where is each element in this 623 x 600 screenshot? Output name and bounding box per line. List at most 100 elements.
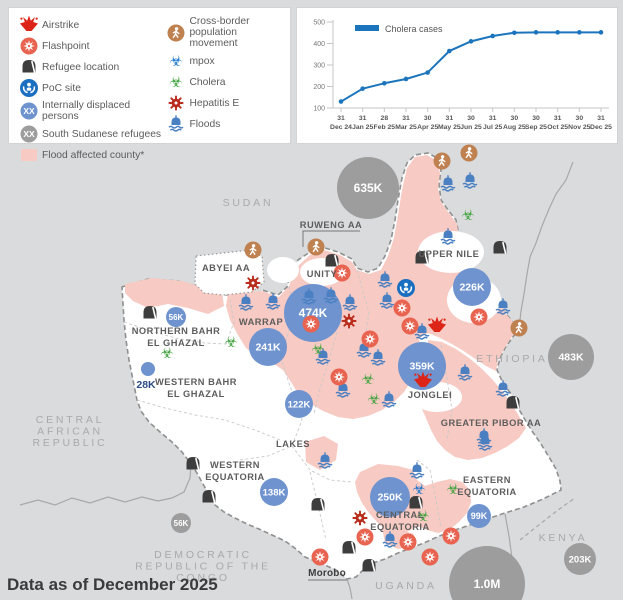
legend-column-left: Airstrike Flashpoint Refugee location PoC s… — [19, 16, 166, 167]
idp-bubble: 138K — [260, 478, 288, 506]
legend-item-label: Floods — [189, 118, 221, 130]
y-tick-label: 200 — [313, 84, 325, 91]
cross-border-icon — [459, 143, 479, 163]
data-point — [577, 30, 582, 35]
x-tick-month: Dec 24 — [330, 124, 352, 131]
state-label: RUWENG AA — [300, 220, 363, 230]
y-tick-label: 300 — [313, 63, 325, 70]
x-tick-month: May 25 — [438, 124, 461, 131]
data-point — [403, 76, 409, 82]
map-labels: SUDAN ETHIOPIA KENYA UGANDA CENTRAL AFRICAN RE… — [33, 197, 588, 592]
legend-item-floods: Floods — [166, 115, 284, 133]
map-legend: Airstrike Flashpoint Refugee location PoC s… — [8, 7, 291, 161]
population-bubbles: 635K 483K 203K 1.0M 56K 474K 241K 359K 226K 250K 1… — [136, 157, 596, 600]
x-tick-day: 31 — [337, 115, 345, 122]
legend-item-ss-refugees: South Sudanese refugees — [19, 125, 166, 143]
svg-text:359K: 359K — [409, 361, 435, 373]
x-tick-month: Jan 25 — [352, 124, 373, 131]
flashpoint-icon — [470, 308, 488, 326]
cross-border-icon — [243, 240, 263, 260]
cholera-icon — [311, 341, 325, 359]
country-label: ETHIOPIA — [476, 353, 547, 365]
state-label: UNITY — [307, 269, 338, 279]
place-label: Morobo — [308, 568, 346, 579]
cholera-icon — [367, 391, 381, 409]
cholera-icon — [224, 334, 238, 352]
country-label: CENTRAL AFRICAN REPUBLIC — [33, 414, 108, 449]
data-point — [425, 70, 430, 75]
idp-bubble: 359K — [398, 342, 446, 390]
refugee-bubble: 203K — [564, 543, 596, 575]
refugee-location-icon — [361, 558, 377, 573]
cholera-icon — [461, 207, 475, 225]
refugee-bubble: 483K — [548, 334, 594, 380]
refugee-location-icon — [341, 540, 357, 555]
flashpoint-icon — [330, 368, 348, 386]
data-point — [512, 30, 517, 36]
x-tick-month: Nov 25 — [568, 124, 591, 131]
legend-item-label: South Sudanese refugees — [42, 128, 162, 140]
legend-item-poc-site: PoC site — [19, 79, 166, 97]
flashpoint-icon — [20, 37, 38, 55]
legend-item-label: mpox — [189, 55, 215, 67]
legend-item-label: Hepatitis E — [189, 97, 240, 109]
svg-text:99K: 99K — [471, 511, 488, 521]
flashpoint-icon — [311, 548, 329, 566]
x-tick-day: 28 — [381, 115, 389, 122]
cholera-icon — [169, 74, 184, 91]
cholera-icon — [361, 371, 375, 389]
x-tick-day: 31 — [554, 115, 562, 122]
legend-item-label: Cross-border population movement — [189, 16, 250, 49]
legend-item-hepatitis-e: Hepatitis E — [166, 94, 284, 112]
idp-bubble: 56K — [166, 307, 186, 327]
legend-column-right: Cross-border population movement mpox Chol… — [166, 16, 284, 167]
state-label: CENTRAL EQUATORIA — [370, 510, 429, 532]
data-as-of-note: Data as of December 2025 — [7, 575, 218, 594]
svg-text:635K: 635K — [354, 181, 383, 195]
floods-icon — [168, 115, 185, 132]
mpox-icon — [412, 481, 426, 499]
cross-border-icon — [509, 318, 529, 338]
refugee-bubble: 56K — [171, 513, 191, 533]
cross-border-icon — [432, 151, 452, 171]
airstrike-icon — [20, 16, 38, 31]
legend-item-label: Internally displaced persons — [42, 100, 131, 122]
legend-item-label: Refugee location — [42, 61, 120, 73]
cross-border-icon — [306, 237, 326, 257]
data-point — [338, 99, 344, 104]
y-tick-label: 100 — [313, 106, 325, 113]
legend-item-idp: Internally displaced persons — [19, 100, 166, 122]
x-tick-month: Jun 25 — [460, 124, 482, 131]
refugee-location-icon — [505, 395, 521, 410]
legend-item-cross-border: Cross-border population movement — [166, 16, 284, 49]
country-label: KENYA — [539, 532, 588, 544]
hepatitis-e-icon — [168, 95, 184, 111]
legend-item-refugee-location: Refugee location — [19, 58, 166, 76]
poc-site-icon — [19, 79, 39, 97]
legend-item-label: Flashpoint — [42, 40, 90, 52]
data-point — [555, 30, 560, 35]
svg-text:56K: 56K — [174, 519, 189, 528]
state-label: EASTERN EQUATORIA — [457, 475, 516, 497]
legend-item-label: Cholera — [189, 76, 226, 88]
idp-bubble: 122K — [285, 390, 313, 418]
x-tick-month: Oct 25 — [547, 124, 568, 131]
x-tick-day: 30 — [576, 115, 584, 122]
legend-item-label: Airstrike — [42, 19, 80, 31]
ss-refugees-icon — [20, 125, 38, 143]
x-tick-month: Aug 25 — [503, 124, 526, 131]
cholera-cases-series — [338, 30, 604, 104]
idp-bubble: 28K — [136, 362, 156, 391]
refugee-bubble: 635K — [337, 157, 399, 219]
state-label: WESTERN BAHR EL GHAZAL — [155, 377, 237, 399]
legend-item-label: Flood affected county* — [42, 149, 145, 161]
legend-item-label: PoC site — [42, 82, 81, 94]
state-label: ABYEI AA — [202, 263, 250, 273]
mpox-icon — [169, 53, 184, 70]
hepatitis-e-icon — [341, 313, 357, 329]
refugee-location-icon — [310, 497, 326, 512]
x-tick-day: 30 — [424, 115, 432, 122]
flashpoint-icon — [361, 330, 379, 348]
leader-lines — [302, 230, 360, 581]
